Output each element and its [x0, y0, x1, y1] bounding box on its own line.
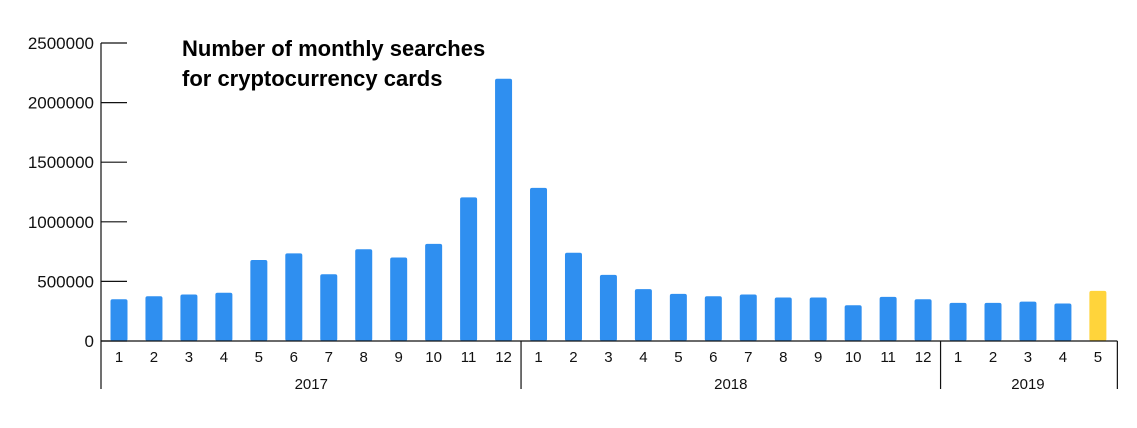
x-tick-label: 5	[674, 349, 682, 366]
bar	[530, 187, 548, 341]
x-tick-label: 6	[290, 349, 298, 366]
bar	[564, 252, 582, 341]
x-tick-label: 12	[915, 349, 932, 366]
x-tick-label: 2	[989, 349, 997, 366]
x-tick-label: 5	[255, 349, 263, 366]
bar	[495, 78, 513, 341]
y-tick-label: 0	[85, 332, 94, 351]
x-tick-label: 11	[461, 349, 477, 366]
x-tick-label: 8	[779, 349, 787, 366]
x-tick-label: 10	[845, 349, 862, 366]
x-tick-label: 3	[1024, 349, 1032, 366]
y-axis: 0 500000 1000000 1500000 2000000 2500000	[28, 34, 127, 351]
bar	[460, 197, 478, 341]
bar	[599, 274, 617, 341]
bar	[669, 293, 687, 341]
bar	[739, 294, 757, 341]
bar	[355, 249, 373, 341]
x-tick-label: 1	[954, 349, 962, 366]
bar	[949, 302, 967, 341]
bar	[180, 294, 198, 341]
bar	[320, 274, 338, 341]
x-tick-label: 3	[604, 349, 612, 366]
x-tick-label: 11	[880, 349, 896, 366]
year-label: 2017	[295, 376, 328, 393]
bar	[1089, 290, 1107, 341]
bar	[879, 296, 897, 341]
chart-title: Number of monthly searches for cryptocur…	[182, 34, 485, 94]
bars	[110, 78, 1107, 341]
x-tick-label: 4	[220, 349, 228, 366]
x-tick-label: 4	[639, 349, 647, 366]
bar	[250, 259, 268, 341]
x-tick-label: 8	[360, 349, 368, 366]
x-tick-label: 5	[1094, 349, 1102, 366]
bar	[285, 253, 303, 341]
bar	[984, 302, 1002, 341]
bar	[145, 296, 163, 341]
x-tick-label: 2	[569, 349, 577, 366]
bar	[809, 297, 827, 341]
bar	[1054, 303, 1072, 341]
bar	[390, 257, 408, 341]
x-tick-label: 7	[744, 349, 752, 366]
bar	[110, 299, 128, 341]
bar	[774, 297, 792, 341]
chart-title-line-2: for cryptocurrency cards	[182, 66, 443, 91]
y-tick-label: 1000000	[28, 213, 94, 232]
x-tick-label: 4	[1059, 349, 1067, 366]
year-label: 2018	[714, 376, 747, 393]
y-tick-label: 2000000	[28, 94, 94, 113]
bar	[215, 292, 233, 341]
x-tick-label: 9	[814, 349, 822, 366]
x-tick-label: 6	[709, 349, 717, 366]
bar	[425, 243, 443, 341]
x-tick-label: 2	[150, 349, 158, 366]
bar	[634, 289, 652, 341]
x-tick-label: 3	[185, 349, 193, 366]
bar	[914, 299, 932, 341]
x-tick-label: 9	[395, 349, 403, 366]
bar	[1019, 301, 1037, 341]
x-tick-label: 10	[425, 349, 442, 366]
bar	[844, 305, 862, 341]
x-tick-label: 12	[495, 349, 512, 366]
y-tick-label: 2500000	[28, 34, 94, 53]
x-tick-label: 7	[325, 349, 333, 366]
bar	[704, 296, 722, 341]
x-tick-label: 1	[534, 349, 542, 366]
year-label: 2019	[1011, 376, 1044, 393]
x-tick-label: 1	[115, 349, 123, 366]
chart-title-line-1: Number of monthly searches	[182, 36, 486, 61]
y-tick-label: 500000	[37, 272, 94, 291]
y-tick-label: 1500000	[28, 153, 94, 172]
